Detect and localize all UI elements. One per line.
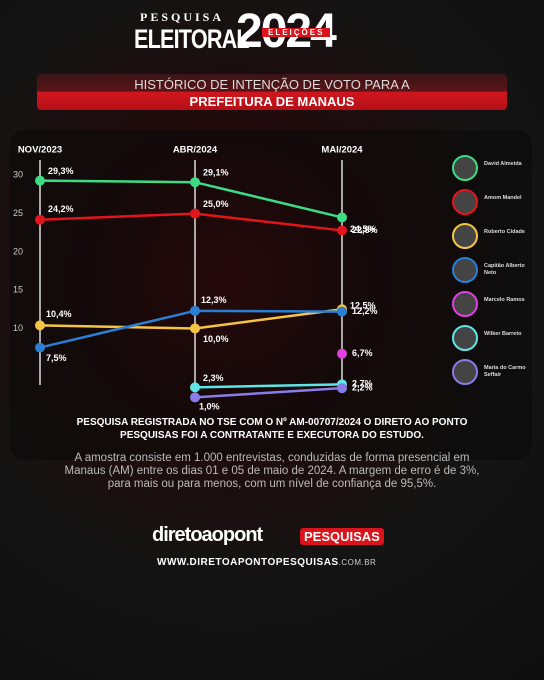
data-point	[35, 320, 45, 331]
data-point	[190, 382, 200, 393]
chart: 10 15 20 25 30 NOV/2023 ABR/2024 MAI/2024 29,3% 2…	[13, 145, 478, 412]
data-label: 29,3%	[48, 166, 74, 176]
legend-avatar	[452, 155, 478, 181]
x-tick-label: NOV/2023	[18, 145, 62, 156]
data-label: 12,2%	[352, 306, 378, 316]
data-label: 12,3%	[201, 295, 227, 305]
data-label: 10,0%	[203, 334, 229, 344]
data-label: 2,7%	[352, 379, 373, 389]
y-tick-label: 15	[13, 285, 23, 295]
legend-avatar	[452, 189, 478, 215]
legend-label: Roberto Cidade	[484, 229, 525, 235]
series-line	[194, 386, 343, 399]
registration-note: PESQUISA REGISTRADA NO TSE COM O Nº AM-0…	[76, 417, 468, 441]
y-tick-label: 25	[13, 208, 23, 218]
data-point	[190, 392, 200, 403]
data-point	[337, 383, 347, 394]
data-label: 25,0%	[203, 199, 229, 209]
legend-label: Wilker Barreto	[484, 331, 522, 337]
header-kicker: PESQUISA	[140, 10, 225, 24]
methodology-note: A amostra consiste em 1.000 entrevistas,…	[64, 452, 480, 490]
legend-label: David Almeida	[484, 161, 522, 167]
data-point	[337, 212, 347, 223]
data-point	[190, 208, 200, 219]
data-label: 6,7%	[352, 348, 373, 358]
y-tick-label: 20	[13, 246, 23, 256]
data-point	[337, 348, 347, 359]
logo: diretoaopont	[152, 524, 263, 546]
legend-avatar	[452, 223, 478, 249]
y-tick-label: 10	[13, 323, 23, 333]
legend-label: Marcelo Ramos	[484, 297, 525, 303]
banner: HISTÓRICO DE INTENÇÃO DE VOTO PARA A PRE…	[37, 74, 507, 110]
chart-panel	[10, 130, 532, 460]
data-label: 29,1%	[203, 168, 229, 178]
y-tick-label: 30	[13, 170, 23, 180]
data-point	[190, 305, 200, 316]
data-label: 7,5%	[46, 353, 67, 363]
data-point	[190, 323, 200, 334]
data-label: 1,0%	[199, 402, 220, 412]
data-label: 2,2%	[352, 383, 373, 393]
header-badge: ELEIÇÕES	[262, 28, 331, 37]
x-tick-label: MAI/2024	[321, 145, 363, 156]
data-label: 24,5%	[350, 224, 376, 234]
header-brand: ELEITORAL	[134, 24, 250, 54]
legend-avatar	[452, 257, 478, 283]
data-label: 24,2%	[48, 204, 74, 214]
data-point	[190, 177, 200, 188]
logo-tag: PESQUISAS	[300, 528, 384, 545]
banner-line1: HISTÓRICO DE INTENÇÃO DE VOTO PARA A	[134, 77, 410, 92]
data-label: 22,8%	[352, 225, 378, 235]
legend-label: Maria do Carmo Seffair	[484, 365, 526, 378]
url: WWW.DIRETOAPONTOPESQUISAS.COM.BR	[157, 557, 376, 568]
series-line	[194, 383, 343, 389]
data-point	[35, 342, 45, 353]
url-suffix: .COM.BR	[338, 558, 377, 567]
legend-avatar	[452, 359, 478, 385]
data-point	[35, 175, 45, 186]
data-point	[337, 225, 347, 236]
legend-avatar	[452, 291, 478, 317]
data-label: 10,4%	[46, 309, 72, 319]
legend-label: Amom Mandel	[484, 195, 522, 201]
legend-avatar	[452, 325, 478, 351]
data-label: 2,3%	[203, 373, 224, 383]
legend-label: Capitão Alberto Neto	[484, 263, 525, 276]
data-point	[337, 306, 347, 317]
banner-line2: PREFEITURA DE MANAUS	[189, 94, 355, 109]
data-label: 12,5%	[350, 301, 376, 311]
url-main: WWW.DIRETOAPONTOPESQUISAS	[157, 557, 339, 568]
x-tick-label: ABR/2024	[173, 145, 218, 156]
data-point	[35, 214, 45, 225]
